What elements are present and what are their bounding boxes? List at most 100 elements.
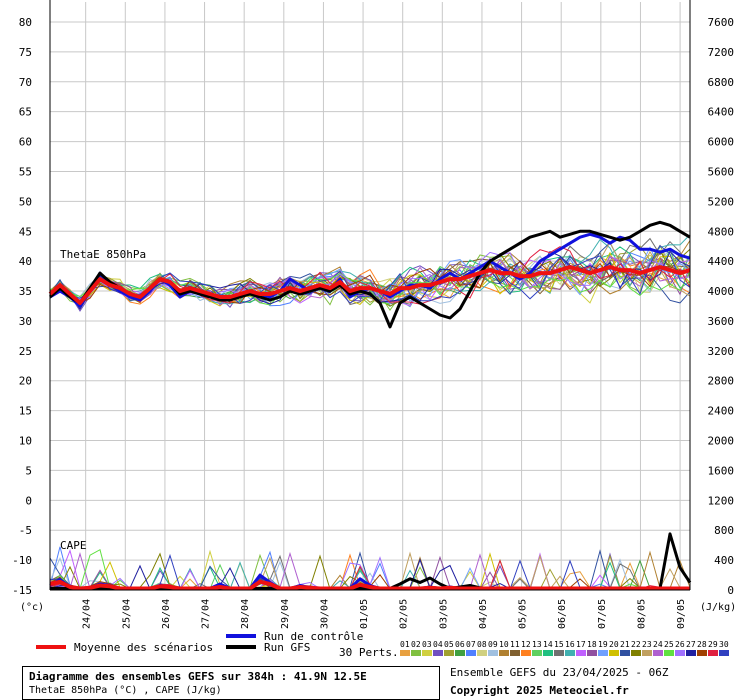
pert-legend-id: 20 <box>609 640 619 649</box>
x-axis-labels: 24/04 25/04 26/04 27/04 28/04 29/04 30/04 01/05… <box>82 599 687 629</box>
x-tick-label: 08/05 <box>636 599 647 629</box>
copyright-text: Copyright 2025 Meteociel.fr <box>450 684 629 697</box>
left-tick-label: 20 <box>19 375 32 388</box>
pert-legend-swatch-08 <box>477 650 487 656</box>
cape-annotation: CAPE <box>60 539 87 552</box>
pert-legend-id: 15 <box>554 640 564 649</box>
pert-legend-swatch-16 <box>565 650 575 656</box>
left-tick-label: 25 <box>19 345 32 358</box>
main-series-lines <box>48 220 692 591</box>
x-tick-label: 27/04 <box>201 599 212 629</box>
right-tick-label: 1600 <box>708 464 735 477</box>
pert-legend-swatch-20 <box>609 650 619 656</box>
pert-legend-id: 09 <box>488 640 498 649</box>
pert-legend-id: 01 <box>400 640 410 649</box>
pert-legend-swatch-28 <box>697 650 707 656</box>
pert-legend-id: 14 <box>543 640 553 649</box>
pert-legend-swatch-25 <box>664 650 674 656</box>
pert-legend-id: 02 <box>411 640 421 649</box>
x-tick-label: 28/04 <box>240 599 251 629</box>
pert-legend-swatch-21 <box>620 650 630 656</box>
pert-legend-swatch-07 <box>466 650 476 656</box>
pert-legend-id: 06 <box>455 640 465 649</box>
legend-gfs-label: Run GFS <box>264 641 310 654</box>
pert-legend-swatch-27 <box>686 650 696 656</box>
x-tick-label: 29/04 <box>280 599 291 629</box>
pert-legend-swatch-06 <box>455 650 465 656</box>
left-tick-label: 70 <box>19 76 32 89</box>
left-tick-label: 55 <box>19 165 32 178</box>
pert-legend-swatch-13 <box>532 650 542 656</box>
left-axis-unit: (°c) <box>20 602 44 613</box>
right-tick-label: 2000 <box>708 435 735 448</box>
legend: Moyenne des scénarios Run de contrôle Ru… <box>36 630 729 659</box>
pert-legend-swatch-19 <box>598 650 608 656</box>
pert-legend-id: 26 <box>675 640 685 649</box>
pert-legend-id: 29 <box>708 640 718 649</box>
pert-legend-swatch-22 <box>631 650 641 656</box>
x-tick-label: 03/05 <box>438 599 449 629</box>
perturbation-legend: 01 02 03 04 05 06 07 08 09 10 11 12 13 14 15 16 17 18 19 20… <box>400 640 729 656</box>
right-axis-ticks: 7600720068006400600056005200480044004000… <box>708 16 735 597</box>
mean-thetae-line <box>48 265 691 305</box>
x-tick-label: 30/04 <box>319 599 330 629</box>
pert-legend-id: 11 <box>510 640 520 649</box>
right-tick-label: 6400 <box>708 106 735 119</box>
right-tick-label: 2400 <box>708 405 735 418</box>
plot-frame <box>49 0 691 591</box>
left-tick-label: 45 <box>19 225 32 238</box>
mean-cape-line <box>49 579 690 591</box>
left-tick-label: 15 <box>19 405 32 418</box>
pert-legend-swatch-26 <box>675 650 685 656</box>
right-tick-label: 4800 <box>708 225 735 238</box>
pert-legend-id: 18 <box>587 640 597 649</box>
pert-legend-id: 03 <box>422 640 432 649</box>
pert-legend-swatch-14 <box>543 650 553 656</box>
pert-legend-id: 07 <box>466 640 476 649</box>
left-tick-label: 30 <box>19 315 32 328</box>
x-tick-label: 09/05 <box>676 599 687 629</box>
pert-legend-swatch-09 <box>488 650 498 656</box>
pert-legend-id: 19 <box>598 640 608 649</box>
pert-legend-id: 30 <box>719 640 729 649</box>
right-tick-label: 0 <box>727 584 734 597</box>
pert-legend-swatch-30 <box>719 650 729 656</box>
pert-legend-id: 08 <box>477 640 487 649</box>
pert-thetae-line-23 <box>49 241 691 305</box>
pert-legend-id: 23 <box>642 640 652 649</box>
ensemble-run-text: Ensemble GEFS du 23/04/2025 - 06Z <box>450 666 669 679</box>
legend-control-label: Run de contrôle <box>264 630 363 643</box>
x-tick-label: 25/04 <box>121 599 132 629</box>
left-tick-label: 5 <box>25 464 32 477</box>
pert-legend-swatch-01 <box>400 650 410 656</box>
pert-thetae-line-25 <box>49 271 691 306</box>
x-tick-label: 24/04 <box>82 599 93 629</box>
pert-legend-swatch-23 <box>642 650 652 656</box>
right-tick-label: 3200 <box>708 345 735 358</box>
pert-legend-swatch-10 <box>499 650 509 656</box>
pert-legend-id: 04 <box>433 640 443 649</box>
pert-legend-id: 28 <box>697 640 707 649</box>
x-tick-label: 02/05 <box>399 599 410 629</box>
pert-legend-id: 22 <box>631 640 641 649</box>
pert-legend-id: 24 <box>653 640 663 649</box>
pert-legend-id: 10 <box>499 640 509 649</box>
pert-legend-swatch-05 <box>444 650 454 656</box>
pert-thetae-line-14 <box>49 246 691 304</box>
right-tick-label: 1200 <box>708 494 735 507</box>
pert-legend-swatch-18 <box>587 650 597 656</box>
left-tick-label: -5 <box>19 524 32 537</box>
left-tick-label: 50 <box>19 195 32 208</box>
pert-legend-swatch-29 <box>708 650 718 656</box>
pert-legend-swatch-04 <box>433 650 443 656</box>
left-tick-label: 10 <box>19 435 32 448</box>
pert-legend-id: 27 <box>686 640 696 649</box>
right-tick-label: 3600 <box>708 315 735 328</box>
left-tick-label: 80 <box>19 16 32 29</box>
pert-legend-id: 12 <box>521 640 531 649</box>
pert-legend-id: 25 <box>664 640 674 649</box>
pert-legend-id: 05 <box>444 640 454 649</box>
right-tick-label: 6000 <box>708 136 735 149</box>
